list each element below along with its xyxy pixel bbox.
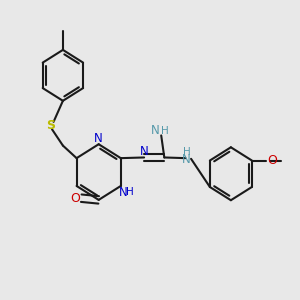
Text: H: H bbox=[161, 126, 169, 136]
Text: H: H bbox=[182, 147, 190, 157]
Text: S: S bbox=[46, 119, 55, 132]
Text: N: N bbox=[119, 186, 128, 199]
Text: H: H bbox=[126, 188, 134, 197]
Text: O: O bbox=[267, 154, 277, 167]
Text: N: N bbox=[182, 153, 191, 166]
Text: N: N bbox=[151, 124, 160, 137]
Text: N: N bbox=[140, 145, 149, 158]
Text: N: N bbox=[94, 132, 103, 145]
Text: O: O bbox=[70, 192, 80, 205]
